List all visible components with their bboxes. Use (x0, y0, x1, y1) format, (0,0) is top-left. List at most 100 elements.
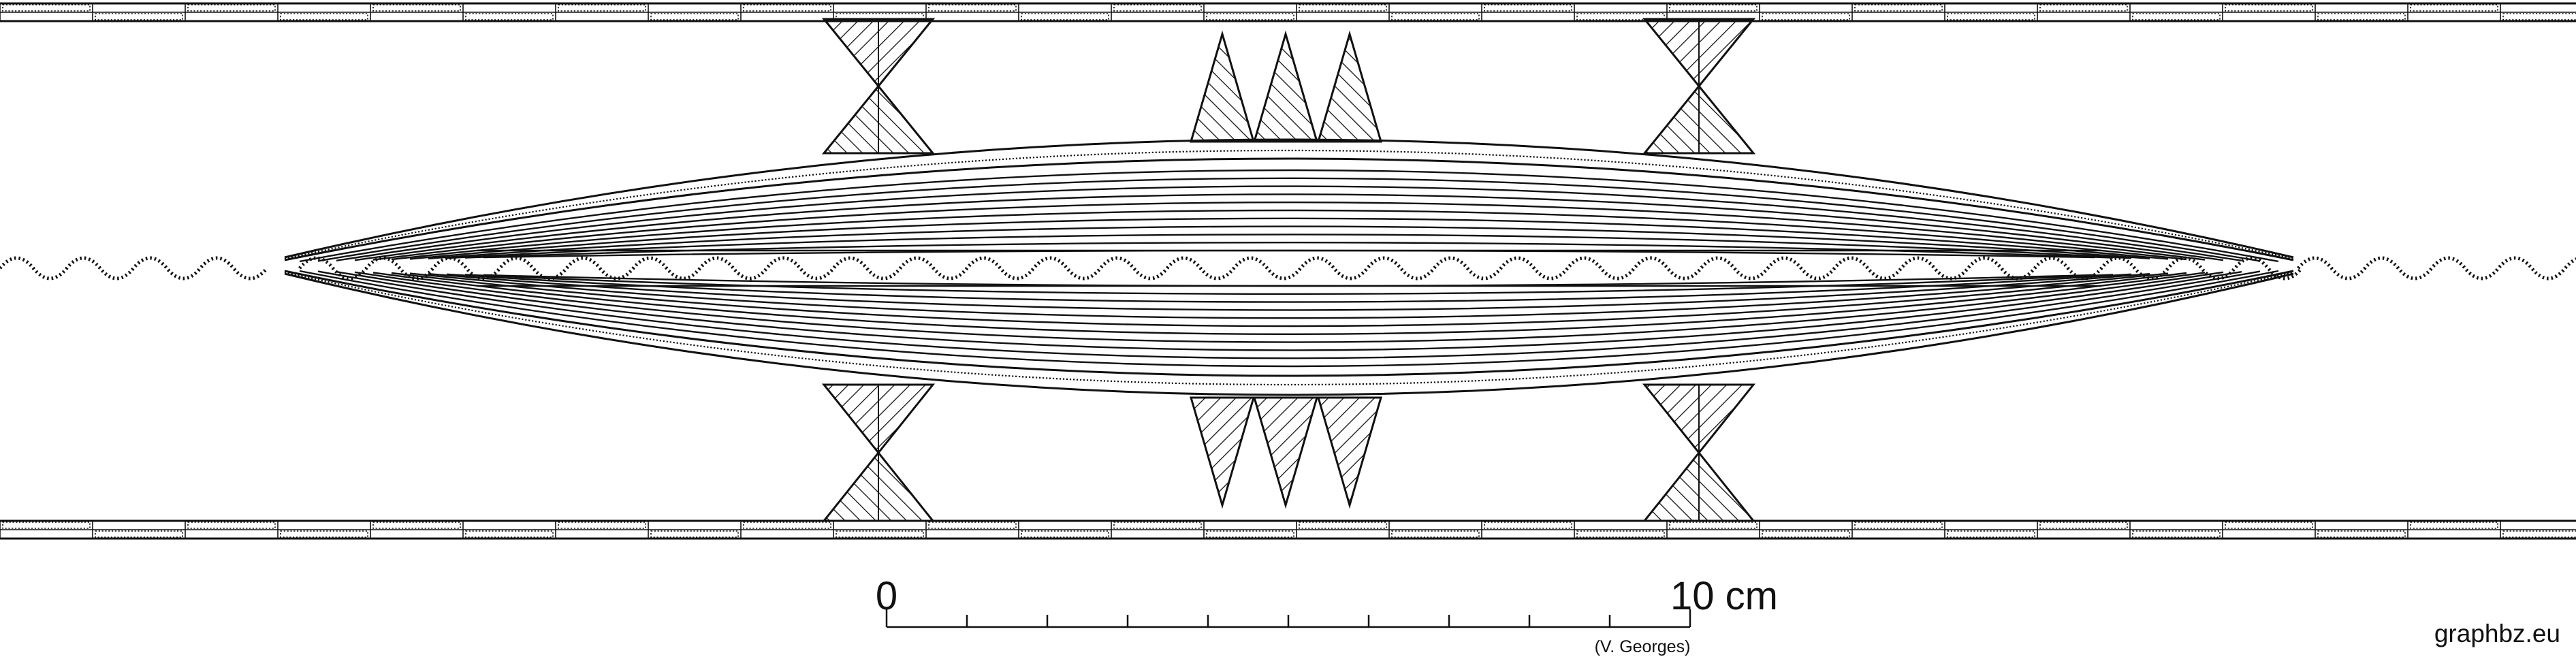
band-stitch (743, 522, 831, 529)
site-watermark: graphbz.eu (2434, 620, 2560, 647)
band-stitch (465, 530, 554, 538)
wave-centre (298, 256, 2303, 281)
band-stitch (1854, 4, 1943, 12)
wave-left (0, 256, 268, 281)
lens-line-bottom (409, 272, 2169, 319)
band-stitch (558, 522, 646, 529)
lens-line-bottom (446, 273, 2132, 303)
lens-line-bottom (391, 272, 2187, 327)
band-stitch (1484, 522, 1572, 529)
hourglass-top-right (1642, 18, 1756, 155)
triangle-motifs (1190, 30, 1382, 509)
band-stitch (836, 530, 924, 538)
band-stitch (928, 522, 1017, 529)
top-band (0, 2, 2576, 22)
band-stitch (650, 530, 739, 538)
triangle-bottom-1 (1190, 396, 1255, 509)
lens-line-top (317, 177, 2261, 262)
lens-inner-top (284, 157, 2294, 261)
scale-end-label: 10 cm (1670, 574, 1778, 618)
band-stitch (187, 522, 276, 529)
band-stitch (187, 4, 276, 12)
band-stitch (2410, 4, 2498, 12)
band-stitch (1113, 522, 1202, 529)
scale-bar: 0 10 cm (V. Georges) (876, 574, 1778, 656)
band-stitch (1206, 530, 1294, 538)
band-stitch (1762, 530, 1850, 538)
band-stitch (95, 530, 183, 538)
band-stitch (2, 4, 91, 12)
lens-outer-bottom (284, 272, 2294, 396)
band-stitch (280, 530, 368, 538)
band-stitch (1299, 522, 1387, 529)
lens-line-bottom (354, 271, 2224, 343)
band-stitch (1947, 530, 2035, 538)
band-stitch (928, 4, 1017, 12)
band-stitch (558, 4, 646, 12)
central-lens-motif (284, 138, 2294, 396)
lens-line-top (336, 185, 2242, 261)
triangle-bottom-3 (1317, 396, 1382, 509)
band-stitch (2039, 4, 2128, 12)
band-stitch (2317, 530, 2406, 538)
triangle-bottom-2 (1253, 396, 1318, 509)
band-stitch (465, 13, 554, 20)
lens-inner-bottom (284, 270, 2294, 377)
lens-outer-top (284, 138, 2294, 259)
triangle-top-2 (1253, 30, 1318, 143)
hourglass-motifs (821, 18, 1756, 522)
lens-line-top (428, 225, 2150, 259)
band-stitch (743, 4, 831, 12)
band-stitch (2225, 4, 2313, 12)
band-stitch (280, 13, 368, 20)
band-stitch (1854, 522, 1943, 529)
band-stitch (2502, 13, 2576, 20)
lens-line-bottom (317, 270, 2261, 359)
author-credit: (V. Georges) (1595, 637, 1691, 656)
band-stitch (1391, 530, 1480, 538)
band-stitch (1206, 13, 1294, 20)
band-stitch (2317, 13, 2406, 20)
bottom-band (0, 519, 2576, 540)
band-stitch (372, 4, 461, 12)
band-stitch (1576, 530, 1665, 538)
band-stitch (372, 522, 461, 529)
hourglass-top-left (821, 18, 936, 155)
band-stitch (2225, 522, 2313, 529)
band-stitch (2502, 530, 2576, 538)
lens-line-top (409, 217, 2169, 260)
hourglass-bottom-left (821, 383, 936, 522)
triangle-top-1 (1190, 30, 1255, 143)
band-stitch (1669, 4, 1758, 12)
horizontal-bands (0, 2, 2576, 540)
lens-stitch-bottom (284, 271, 2294, 386)
band-stitch (1576, 13, 1665, 20)
lens-line-top (299, 169, 2279, 263)
lens-stitch-top (284, 149, 2294, 260)
band-stitch (2410, 522, 2498, 529)
band-stitch (2132, 530, 2221, 538)
band-stitch (1484, 4, 1572, 12)
lens-line-bottom (372, 272, 2206, 335)
lens-line-top (372, 202, 2206, 261)
lens-line-bottom (428, 273, 2150, 311)
lens-line-bottom (336, 271, 2242, 351)
band-stitch (2132, 13, 2221, 20)
band-stitch (1391, 13, 1480, 20)
lens-line-bottom (464, 274, 2114, 295)
triangle-top-3 (1317, 30, 1382, 143)
wave-right (2297, 256, 2576, 281)
band-stitch (2039, 522, 2128, 529)
lens-line-top (483, 249, 2095, 259)
band-stitch (1021, 13, 1109, 20)
lens-line-bottom (299, 270, 2279, 368)
hourglass-bottom-right (1642, 383, 1756, 522)
band-stitch (1669, 522, 1758, 529)
wavy-dotted-strand (0, 256, 2576, 281)
band-stitch (2, 522, 91, 529)
lens-line-top (446, 234, 2132, 259)
band-stitch (95, 13, 183, 20)
lens-line-top (354, 193, 2224, 261)
band-stitch (1762, 13, 1850, 20)
